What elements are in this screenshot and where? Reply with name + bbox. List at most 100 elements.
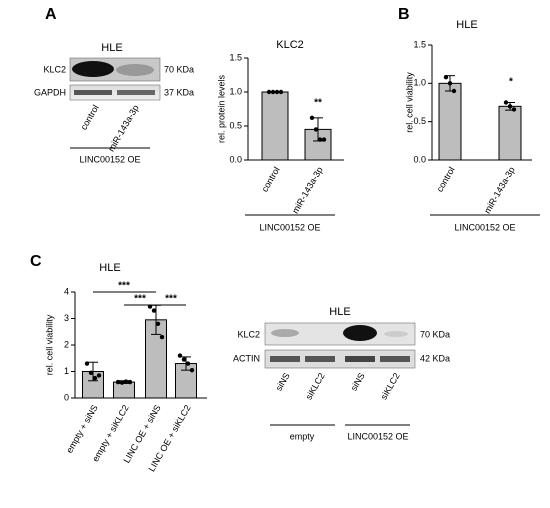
x-tick-label: control bbox=[260, 165, 282, 193]
blot-c: HLE KLC2 ACTIN 70 KDa 42 KDa siNS siKLC2… bbox=[233, 306, 450, 441]
lane-label: siKLC2 bbox=[304, 371, 327, 401]
data-point bbox=[119, 380, 125, 385]
band bbox=[384, 331, 408, 337]
row-label: ACTIN bbox=[233, 353, 260, 363]
panel-label: B bbox=[398, 6, 410, 23]
band bbox=[271, 329, 299, 337]
band bbox=[345, 356, 375, 362]
panel-label: C bbox=[30, 253, 42, 270]
group-label: LINC00152 OE bbox=[347, 431, 408, 441]
row-label: KLC2 bbox=[43, 64, 66, 74]
band bbox=[74, 90, 112, 95]
chart-title: KLC2 bbox=[276, 39, 304, 51]
y-tick-label: 0.5 bbox=[413, 116, 426, 126]
data-point bbox=[270, 89, 276, 95]
data-point bbox=[159, 334, 165, 340]
x-tick-label: miR-143a-3p bbox=[290, 165, 325, 215]
data-point bbox=[511, 107, 517, 112]
size-label: 37 KDa bbox=[164, 87, 194, 97]
y-tick-label: 1 bbox=[64, 366, 69, 376]
size-label: 70 KDa bbox=[420, 329, 450, 339]
annotation: *** bbox=[118, 281, 130, 292]
annotation: *** bbox=[165, 294, 177, 305]
band bbox=[72, 61, 114, 77]
row-label: KLC2 bbox=[237, 329, 260, 339]
data-point bbox=[503, 100, 509, 105]
group-label: LINC00152 OE bbox=[454, 222, 515, 232]
y-tick-label: 3 bbox=[64, 313, 69, 323]
y-axis-label: rel. cell viability bbox=[404, 72, 414, 133]
data-point bbox=[274, 89, 280, 95]
y-tick-label: 1.5 bbox=[413, 39, 426, 49]
x-tick-label: empty + siNS bbox=[64, 403, 100, 455]
y-tick-label: 0.0 bbox=[229, 154, 242, 164]
lane-label: siNS bbox=[274, 371, 292, 392]
data-point bbox=[177, 353, 183, 358]
band bbox=[380, 356, 410, 362]
data-point bbox=[317, 137, 323, 142]
data-point bbox=[92, 375, 98, 381]
lane-label: siNS bbox=[349, 371, 367, 392]
chart-title: HLE bbox=[456, 19, 477, 31]
data-point bbox=[181, 357, 187, 362]
bar bbox=[113, 381, 135, 399]
y-tick-label: 0 bbox=[64, 392, 69, 402]
annotation: *** bbox=[134, 294, 146, 305]
lane-label: control bbox=[79, 103, 101, 131]
data-point bbox=[321, 137, 327, 142]
blot-title: HLE bbox=[101, 42, 122, 54]
data-point bbox=[266, 89, 272, 95]
band bbox=[305, 356, 335, 362]
data-point bbox=[115, 379, 121, 385]
blot-row bbox=[264, 322, 416, 346]
data-point bbox=[155, 321, 161, 326]
annotation: * bbox=[509, 77, 513, 88]
panel-label: A bbox=[45, 6, 57, 23]
data-point bbox=[278, 89, 284, 95]
x-tick-label: control bbox=[435, 165, 457, 193]
data-point bbox=[447, 81, 453, 86]
data-point bbox=[185, 361, 191, 366]
data-point bbox=[127, 379, 133, 385]
group-label: LINC00152 OE bbox=[79, 154, 140, 164]
data-point bbox=[451, 88, 457, 94]
row-label: GAPDH bbox=[34, 87, 66, 97]
y-tick-label: 4 bbox=[64, 286, 69, 296]
y-tick-label: 1.0 bbox=[413, 78, 426, 88]
data-point bbox=[123, 379, 129, 384]
data-point bbox=[96, 373, 102, 378]
blot-a: HLE KLC2 GAPDH 70 KDa 37 KDa control miR… bbox=[34, 42, 194, 164]
y-axis-label: rel. cell viability bbox=[44, 314, 54, 375]
band bbox=[117, 90, 155, 95]
y-tick-label: 1.0 bbox=[229, 86, 242, 96]
data-point bbox=[309, 115, 315, 121]
data-point bbox=[507, 104, 513, 109]
size-label: 42 KDa bbox=[420, 353, 450, 363]
size-label: 70 KDa bbox=[164, 64, 194, 74]
annotation: ** bbox=[314, 98, 322, 109]
chart-title: HLE bbox=[99, 262, 120, 274]
y-axis-label: rel. protein levels bbox=[216, 74, 226, 143]
y-tick-label: 2 bbox=[64, 339, 69, 349]
data-point bbox=[84, 361, 90, 366]
lane-label: siKLC2 bbox=[379, 371, 402, 401]
bar bbox=[498, 105, 522, 161]
y-tick-label: 1.5 bbox=[229, 52, 242, 62]
y-tick-label: 0.5 bbox=[229, 120, 242, 130]
data-point bbox=[443, 75, 449, 80]
group-label: LINC00152 OE bbox=[259, 222, 320, 232]
blot-title: HLE bbox=[329, 306, 350, 318]
lane-label: miR-143a-3p bbox=[106, 103, 141, 153]
bar bbox=[261, 91, 289, 161]
band bbox=[343, 325, 377, 341]
bar bbox=[438, 82, 462, 161]
group-label: empty bbox=[290, 431, 315, 441]
y-tick-label: 0.0 bbox=[413, 154, 426, 164]
band bbox=[116, 64, 154, 76]
blot-row bbox=[69, 84, 161, 101]
blot-row bbox=[264, 349, 416, 369]
data-point bbox=[88, 370, 94, 376]
data-point bbox=[151, 308, 157, 313]
data-point bbox=[189, 367, 195, 373]
